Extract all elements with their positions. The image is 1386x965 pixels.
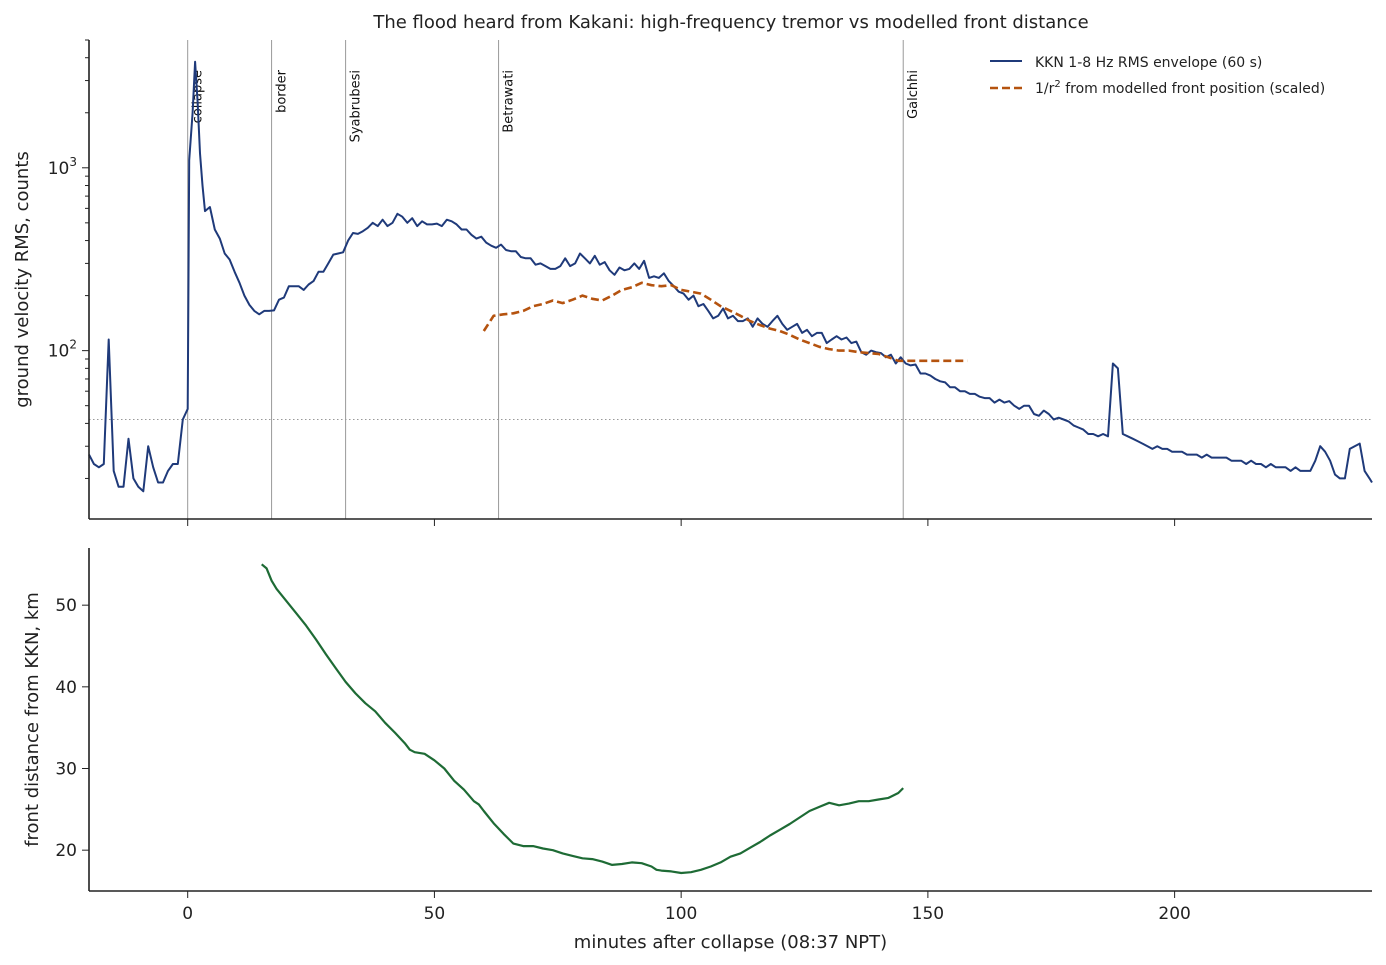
event-markers: collapse border Syabrubesi Betrawati Galchhi (187, 40, 921, 519)
x-axis-label: minutes after collapse (08:37 NPT) (574, 932, 887, 953)
distance-y-tick-label-3: 50 (55, 596, 77, 616)
legend: KKN 1-8 Hz RMS envelope (60 s) 1/r2 from… (990, 55, 1325, 97)
distance-panel: 20 30 40 50 0 50 100 150 200 front distance from… (22, 548, 1372, 953)
legend-model-label-post: from modelled front position (scaled) (1061, 81, 1325, 97)
event-label-3: Betrawati (502, 70, 517, 133)
distance-y-tick-label-2: 40 (55, 678, 77, 698)
x-tick-label-3: 150 (912, 904, 944, 924)
tick-exponent: 3 (69, 155, 77, 169)
legend-envelope-label: KKN 1-8 Hz RMS envelope (60 s) (1035, 55, 1262, 71)
chart-title: The flood heard from Kakani: high-freque… (372, 12, 1088, 33)
tremor-y-axis-label: ground velocity RMS, counts (12, 151, 33, 408)
event-label-4: Galchhi (906, 70, 921, 119)
tremor-y-tick-label-0: 102 (48, 338, 77, 362)
x-tick-label-0: 0 (182, 904, 193, 924)
distance-y-tick-label-0: 20 (55, 841, 77, 861)
distance-line (260, 563, 904, 875)
tremor-series (88, 60, 1373, 493)
event-label-1: border (275, 69, 290, 113)
tremor-y-tick-label-1: 103 (48, 155, 77, 179)
legend-model-label: 1/r2 from modelled front position (scale… (1035, 79, 1325, 97)
distance-y-axis-label: front distance from KKN, km (22, 592, 43, 847)
x-tick-label-2: 100 (665, 904, 697, 924)
x-tick-label-4: 200 (1158, 904, 1190, 924)
distance-axes: 20 30 40 50 0 50 100 150 200 (55, 548, 1372, 924)
x-tick-label-1: 50 (424, 904, 446, 924)
model-line (482, 281, 968, 363)
envelope-line (88, 60, 1373, 493)
tick-exponent: 2 (69, 338, 77, 352)
legend-model-label-pre: 1/r (1035, 81, 1055, 97)
legend-model-label-sup: 2 (1054, 79, 1060, 90)
tick-base: 10 (48, 159, 70, 179)
distance-y-tick-label-1: 30 (55, 760, 77, 780)
tremor-panel: collapse border Syabrubesi Betrawati Galchhi… (12, 39, 1373, 526)
tick-base: 10 (48, 342, 70, 362)
distance-series (260, 563, 904, 875)
event-label-2: Syabrubesi (349, 70, 364, 142)
